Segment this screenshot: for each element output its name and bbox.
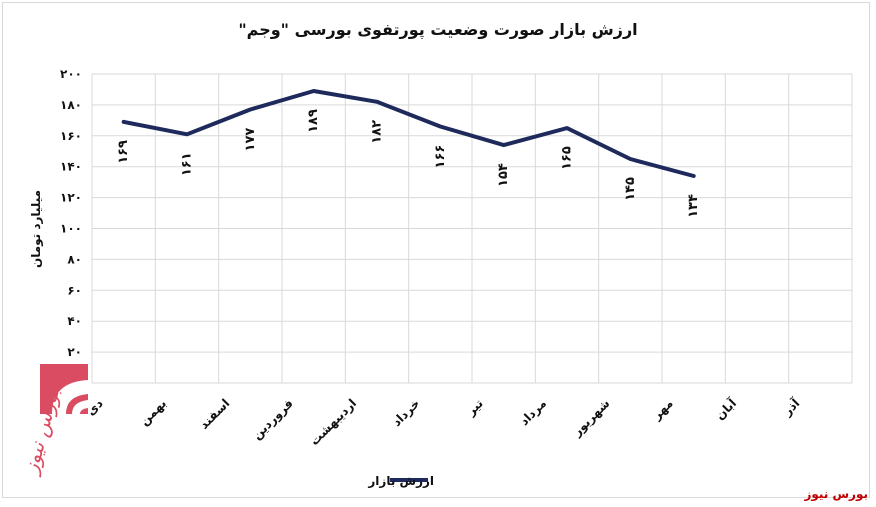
x-category-label: آذر	[779, 395, 803, 419]
data-label: ۱۶۶	[433, 145, 448, 169]
logo-arc-outer	[52, 380, 88, 414]
data-label: ۱۳۴	[686, 194, 701, 218]
x-category-label: فروردین	[250, 396, 297, 443]
data-label: ۱۷۷	[243, 128, 258, 152]
x-category-label: شهریور	[569, 396, 613, 440]
data-labels: ۱۶۹ ۱۶۱ ۱۷۷ ۱۸۹ ۱۸۲ ۱۶۶ ۱۵۴ ۱۶۵ ۱۴۵ ۱۳۴	[116, 109, 701, 218]
x-category-labels: دی بهمن اسفند فروردین اردیبهشت خرداد تیر مرداد ش…	[84, 395, 803, 448]
y-tick-label: ۲۰	[67, 345, 82, 359]
x-category-label: مهر	[649, 396, 676, 423]
data-label: ۱۸۲	[370, 120, 385, 144]
x-category-label: اردیبهشت	[307, 396, 359, 448]
y-tick-label: ۱۰۰	[60, 222, 82, 236]
chart-title: ارزش بازار صورت وضعیت پورتفوی بورسی "وجم…	[238, 20, 638, 39]
data-label: ۱۶۵	[560, 146, 575, 170]
y-tick-label: ۴۰	[67, 314, 82, 328]
data-label: ۱۴۵	[623, 177, 638, 201]
x-category-label: اسفند	[197, 396, 233, 432]
data-label: ۱۶۱	[180, 152, 195, 176]
y-tick-label: ۶۰	[67, 283, 82, 297]
y-tick-label: ۱۸۰	[60, 98, 82, 112]
x-category-label: تیر	[463, 396, 486, 419]
y-tick-label: ۲۰۰	[60, 67, 82, 81]
y-tick-label: ۸۰	[67, 252, 82, 266]
x-category-label: آبان	[712, 395, 740, 423]
data-label: ۱۵۴	[496, 163, 511, 187]
footer-source: بورس نیوز	[804, 487, 868, 501]
series-line	[121, 89, 696, 178]
legend-label: ارزش بازار	[367, 474, 434, 488]
y-tick-label: ۱۶۰	[60, 129, 82, 143]
x-category-label: بهمن	[137, 396, 169, 428]
watermark-logo: بورس نیوز	[17, 364, 88, 479]
watermark-text: بورس نیوز	[17, 384, 64, 478]
data-label: ۱۸۹	[306, 109, 321, 133]
legend: ارزش بازار	[367, 474, 434, 488]
y-tick-label: ۱۲۰	[60, 191, 82, 205]
y-tick-labels: ۰۲۰۴۰۶۰۸۰۱۰۰۱۲۰۱۴۰۱۶۰۱۸۰۲۰۰	[60, 67, 82, 390]
y-axis-label: میلیارد تومان	[29, 190, 44, 268]
x-category-label: مرداد	[517, 396, 549, 428]
logo-arc-inner	[72, 400, 88, 414]
y-tick-label: ۱۴۰	[60, 160, 82, 174]
gridlines	[91, 73, 853, 384]
x-category-label: خرداد	[390, 396, 423, 429]
data-label: ۱۶۹	[116, 140, 131, 164]
